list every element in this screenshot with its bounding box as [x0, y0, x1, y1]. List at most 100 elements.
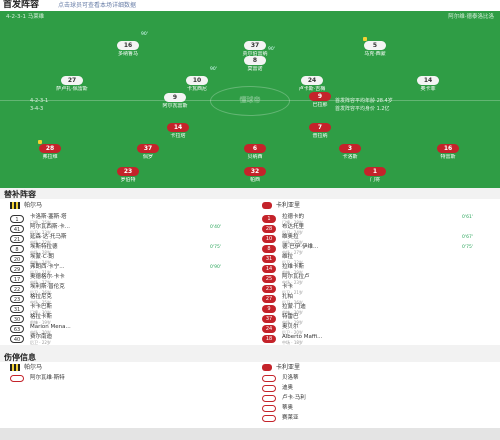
injury-row-away[interactable]: 赛莱亚: [262, 414, 462, 423]
away-player-6[interactable]: 6 贝纳西: [225, 135, 285, 160]
injuries-away-team: 卡利亚里: [262, 364, 300, 372]
injury-row-home[interactable]: 阿尔瓦维·斯特: [10, 374, 210, 383]
player-number: 27: [61, 76, 83, 85]
away-player-3[interactable]: 14 卡拉塔: [148, 114, 208, 139]
home-player-1[interactable]: 16 90' 多纳鲁马: [98, 32, 158, 57]
away-player-5[interactable]: 37 佩罗: [118, 135, 178, 160]
home-team-badge-icon: [10, 202, 20, 209]
home-player-8[interactable]: 14 奥卡菲: [398, 67, 458, 92]
injury-row-away[interactable]: 迪奥: [262, 384, 462, 393]
sub-name: 阿尔瓦拉卢: [282, 274, 310, 280]
sub-row-home[interactable]: 21 延森·达·托马斯 中场 · 22岁: [10, 234, 240, 245]
home-player-4[interactable]: 8 90' 莫雷诺: [225, 47, 285, 72]
sub-row-away[interactable]: 9 拉蒙·门迪 前锋 · 30岁: [262, 304, 492, 315]
player-number: 10: [186, 76, 208, 85]
sub-position: 中场 · 20岁: [30, 330, 51, 335]
player-number: 32: [244, 167, 266, 176]
player-name: 卢卡斯·吉梅: [298, 86, 326, 92]
sub-row-home[interactable]: 30 格拉卡斯 前锋 · 19岁: [10, 314, 240, 325]
subs-title: 替补阵容: [4, 190, 36, 199]
away-player-10[interactable]: 32 帕西: [225, 158, 285, 183]
sub-in-minute: 0'67': [462, 235, 474, 240]
sub-in-minute: 0'90': [210, 265, 222, 270]
sub-number: 31: [10, 305, 24, 313]
sub-position: 中场 · 28岁: [30, 250, 51, 255]
away-player-2[interactable]: 7 普拉纳: [290, 114, 350, 139]
home-player-9[interactable]: 9 阿尔瓦雷斯: [145, 84, 205, 109]
away-player-4[interactable]: 28 弗拉维: [20, 135, 80, 160]
player-name: 卡拉塔: [170, 133, 186, 139]
yellow-card-icon: [38, 140, 42, 144]
away-player-9[interactable]: 23 罗伯特: [98, 158, 158, 183]
home-player-2[interactable]: 37 贾尔伯雷纳: [225, 32, 285, 57]
sub-position: 中场 · 18岁: [282, 340, 303, 345]
sub-name: 埃蒙·C·朗: [30, 254, 54, 260]
player-number: 14: [417, 76, 439, 85]
away-player-11[interactable]: 1 门将: [345, 158, 405, 183]
sub-number: 21: [10, 235, 24, 243]
sub-name: Marion Mena...: [30, 324, 71, 330]
sub-number: 27: [262, 295, 276, 303]
player-number: 16: [437, 144, 459, 153]
sub-position: 中场 · 25岁: [30, 300, 51, 305]
sub-row-away[interactable]: 24 奥贝尔 后卫 · 20岁: [262, 324, 492, 335]
sub-row-away[interactable]: 18 Alberto Maffi... 中场 · 18岁: [262, 334, 492, 345]
sub-row-away[interactable]: 23 卡卡 后卫 · 21岁: [262, 284, 492, 295]
sub-row-away[interactable]: 25 阿尔瓦拉卢 中场 · 23岁: [262, 274, 492, 285]
sub-row-away[interactable]: 37 特雷巴 中场 · 19岁: [262, 314, 492, 325]
sub-row-away[interactable]: 1 拉德卡的 门将 · 28岁 0'61': [262, 214, 492, 225]
away-player-1[interactable]: 9 巴拉那: [290, 83, 350, 108]
sub-row-home[interactable]: 22 埃利斯·普伦克 后卫 · 26岁: [10, 284, 240, 295]
sub-row-home[interactable]: 31 卡卡巴斯 门将 · 30岁: [10, 304, 240, 315]
sub-position: 后卫 · 21岁: [282, 290, 303, 295]
sub-name: 弗朗西·卡宁...: [30, 264, 65, 270]
sub-row-home[interactable]: 8 埃斯特拉德 中场 · 28岁 0'75': [10, 244, 240, 255]
sub-row-home[interactable]: 1 卡洛斯·塞斯·塔 门将 · 25岁: [10, 214, 240, 225]
sub-name: 格拉卡斯: [30, 314, 53, 320]
sub-number: 1: [10, 215, 24, 223]
sub-row-home[interactable]: 63 Marion Mena... 中场 · 20岁: [10, 324, 240, 335]
sub-position: 后卫 · 22岁: [282, 260, 303, 265]
player-number: 8: [244, 56, 266, 65]
sub-row-away[interactable]: 10 维奥拉 中场 · 25岁 0'67': [262, 234, 492, 245]
injury-icon: [10, 375, 24, 382]
injury-player-name: 蒂奥: [282, 405, 294, 411]
sub-row-away[interactable]: 31 维拉 后卫 · 22岁: [262, 254, 492, 265]
sub-name: 格拉尼克: [30, 294, 53, 300]
player-number: 9: [164, 93, 186, 102]
home-player-3[interactable]: 5 马克·西蒙: [345, 32, 405, 57]
sub-row-away[interactable]: 28 布达托里 后卫 · 24岁: [262, 224, 492, 235]
sub-name: Alberto Maffi...: [282, 334, 323, 340]
sub-position: 中场 · 19岁: [282, 320, 303, 325]
sub-row-home[interactable]: 17 奥德格尔·卡卡 中场 · 27岁: [10, 274, 240, 285]
sub-row-home[interactable]: 40 费尔南迪 后卫 · 22岁: [10, 334, 240, 345]
home-player-7[interactable]: 24 卢卡斯·吉梅: [282, 67, 342, 92]
injury-row-away[interactable]: 卢卡·马利: [262, 394, 462, 403]
home-player-6[interactable]: 10 90' 卡瓦西尼: [167, 67, 227, 92]
sub-row-home[interactable]: 29 弗朗西·卡宁... 后卫 · 21岁 0'90': [10, 264, 240, 275]
sub-number: 22: [10, 285, 24, 293]
injury-row-away[interactable]: 蒂奥: [262, 404, 462, 413]
injury-row-away[interactable]: 贝洛蒂: [262, 374, 462, 383]
away-team-badge-icon: [262, 364, 272, 371]
sub-position: 前锋 · 19岁: [30, 320, 51, 325]
home-player-5[interactable]: 27 萨卢扎·佩雷斯: [42, 67, 102, 92]
sub-row-home[interactable]: 23 格拉尼克 中场 · 25岁: [10, 294, 240, 305]
injuries-away-team-name: 卡利亚里: [276, 364, 301, 371]
sub-row-away[interactable]: 14 拉维卡斯 前锋 · 29岁: [262, 264, 492, 275]
sub-name: 卡卡: [282, 284, 294, 290]
injuries-home-team-name: 帕尔马: [24, 364, 43, 371]
sub-row-home[interactable]: 20 埃蒙·C·朗 前锋 · 24岁: [10, 254, 240, 265]
away-player-7[interactable]: 3 卡洛斯: [320, 135, 380, 160]
pitch: 4-2-3-1 马莱维 阿尔维·德泰洛比洛 懂球帝 16 90' 多纳鲁马 37…: [0, 11, 500, 188]
sub-row-home[interactable]: 41 阿尔瓦西斯·卡... 后卫 · 23岁 0'40': [10, 224, 240, 235]
sub-name: 德·巴伊·伊维...: [282, 244, 319, 250]
sub-name: 阿尔瓦西斯·卡...: [30, 224, 70, 230]
sub-row-away[interactable]: 27 扎帕 后卫 · 26岁: [262, 294, 492, 305]
player-number: 23: [117, 167, 139, 176]
player-name: 弗拉维: [42, 154, 58, 160]
sub-row-away[interactable]: 8 德·巴伊·伊维... 中场 · 27岁 0'75': [262, 244, 492, 255]
sub-position: 后卫 · 24岁: [282, 230, 303, 235]
away-player-8[interactable]: 16 特雷斯: [418, 135, 478, 160]
player-number: 9: [309, 92, 331, 101]
